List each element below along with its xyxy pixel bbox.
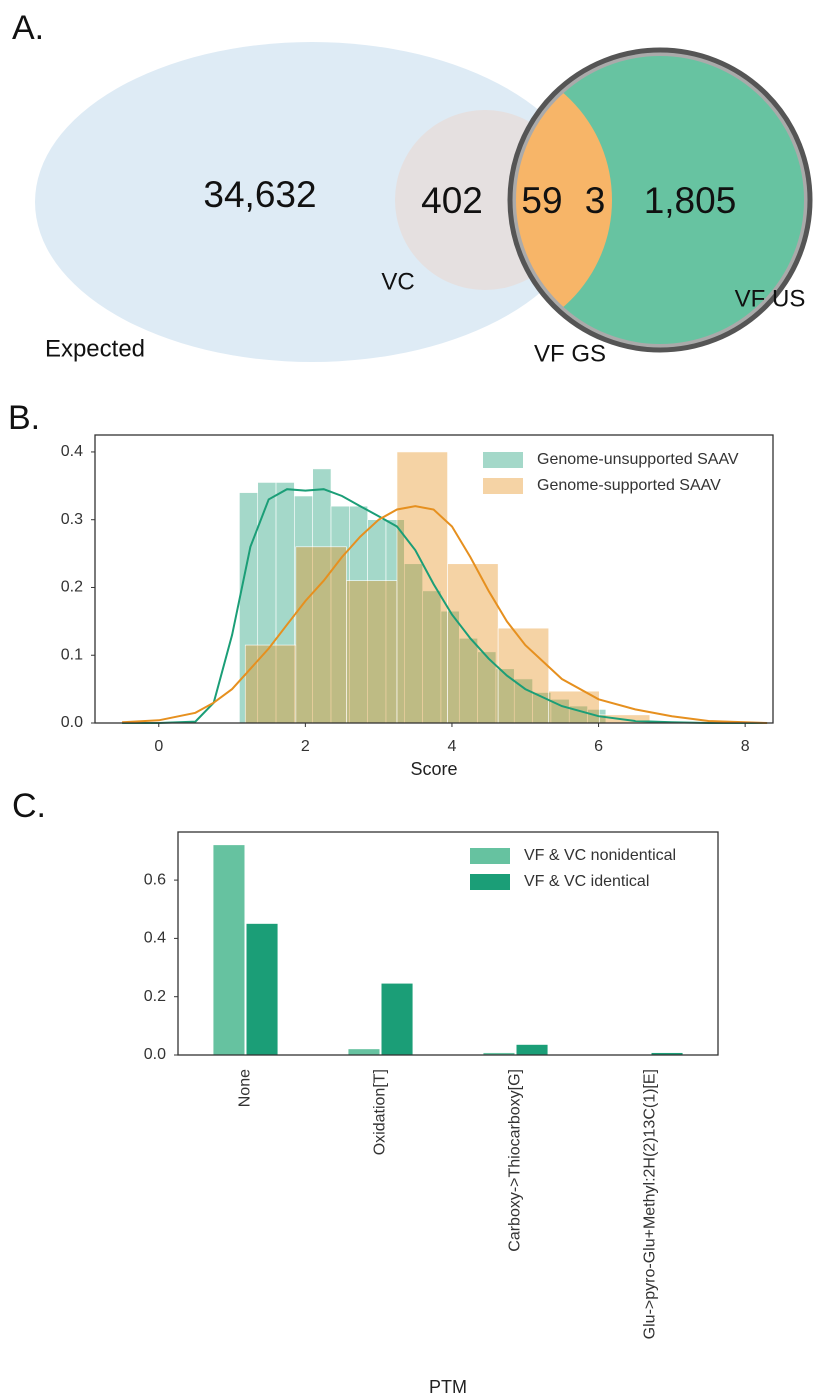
x-axis-label: PTM [429,1377,467,1397]
legend-swatch [483,478,523,494]
bar [483,1052,515,1055]
x-tick-label: Glu->pyro-Glu+Methyl:2H(2)13C(1)[E] [642,1069,659,1339]
x-tick-label: 4 [448,738,457,755]
y-tick-label: 0.0 [61,714,83,731]
set-label: VC [381,268,414,295]
histogram-bar [447,563,499,724]
y-tick-label: 0.2 [144,988,166,1005]
legend-label: Genome-supported SAAV [537,477,721,494]
y-tick-label: 0.6 [144,871,166,888]
region-count: 1,805 [644,180,737,221]
x-tick-label: Carboxy->Thiocarboxy[G] [507,1069,524,1252]
x-tick-label: 6 [594,738,603,755]
bar [246,923,278,1055]
bar [381,983,413,1055]
set-label: VF US [735,285,806,312]
legend-swatch [470,848,510,864]
bar [348,1049,380,1055]
panel-label: C. [12,787,46,825]
y-tick-label: 0.2 [61,579,83,596]
set-label: VF GS [534,340,606,367]
bar [516,1044,548,1055]
plot-frame [94,434,774,724]
x-tick-label: 8 [741,738,750,755]
x-tick-label: 2 [301,738,310,755]
legend-swatch [470,874,510,890]
bar [213,845,245,1055]
x-axis-label: Score [410,759,457,779]
histogram-bar [295,546,347,724]
y-tick-label: 0.0 [144,1046,166,1063]
legend-label: VF & VC nonidentical [524,847,676,864]
panel-label: A. [12,9,44,47]
region-count: 59 [521,180,562,221]
legend-label: VF & VC identical [524,873,649,890]
set-label: Expected [45,335,145,362]
bar [651,1052,683,1055]
venn-ring [507,47,813,353]
venn-set [512,58,612,342]
legend-label: Genome-unsupported SAAV [537,451,739,468]
panel-label: B. [8,399,40,437]
x-tick-label: 0 [154,738,163,755]
y-tick-label: 0.3 [61,511,83,528]
y-tick-label: 0.4 [61,443,83,460]
histogram-bar [396,451,448,724]
x-tick-label: None [237,1069,254,1107]
y-tick-label: 0.1 [61,646,83,663]
region-count: 402 [421,180,483,221]
venn-ring [512,52,808,348]
kde-line [122,505,768,724]
kde-line [122,488,768,724]
legend-swatch [483,452,523,468]
histogram-bar [346,580,398,724]
region-count: 3 [585,180,606,221]
plot-frame [177,831,719,1056]
x-tick-label: Oxidation[T] [372,1069,389,1155]
region-count: 34,632 [203,174,316,215]
histogram-bar [244,644,297,724]
y-tick-label: 0.4 [144,930,166,947]
